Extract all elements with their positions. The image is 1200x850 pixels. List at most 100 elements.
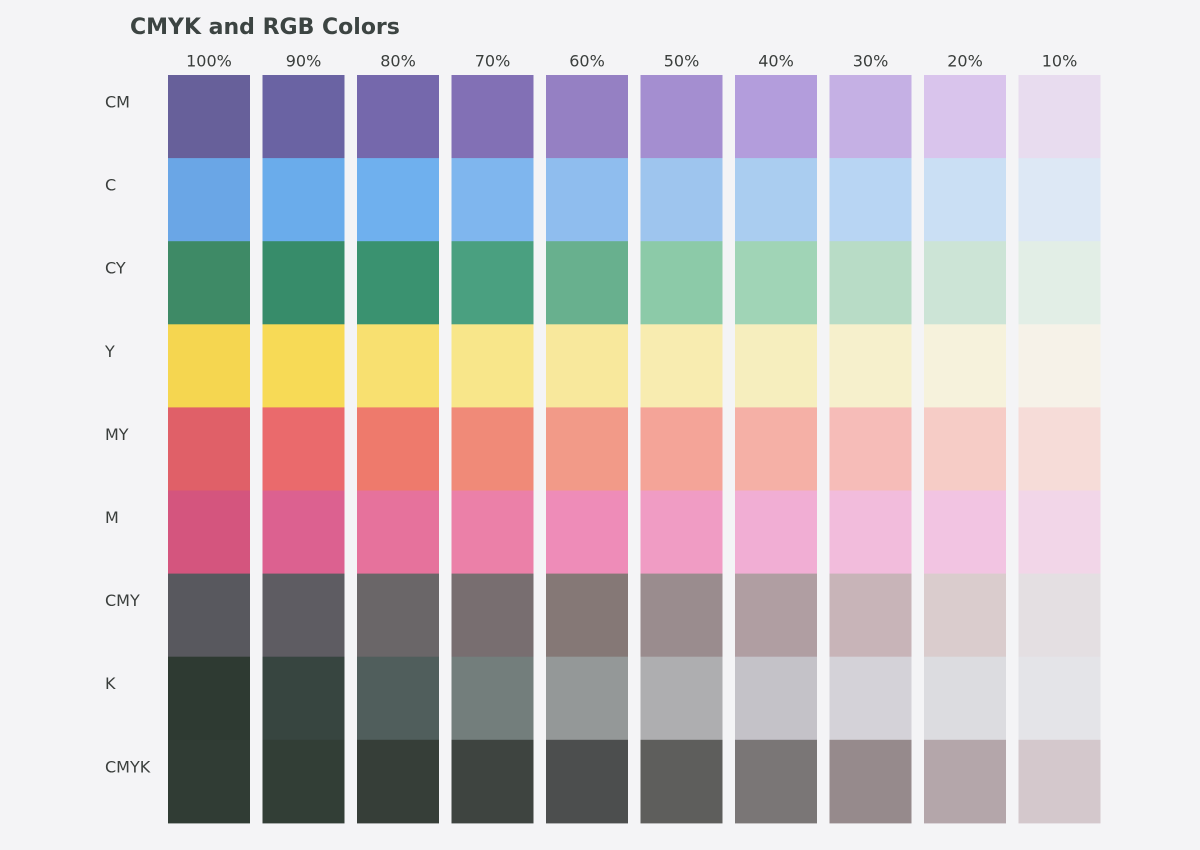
swatch — [735, 324, 817, 408]
swatch — [262, 490, 345, 575]
swatch — [829, 573, 912, 658]
swatch — [924, 158, 1006, 242]
column-header: 50% — [664, 52, 700, 71]
swatch — [829, 324, 912, 408]
swatch — [640, 324, 723, 408]
row-label: CY — [105, 259, 126, 278]
swatch — [640, 241, 723, 325]
swatch — [546, 656, 628, 741]
swatch — [924, 241, 1006, 325]
swatch — [1018, 241, 1101, 325]
row-label: CMY — [105, 591, 140, 610]
swatch — [262, 656, 345, 741]
row-label: K — [105, 674, 116, 693]
swatch — [546, 158, 628, 242]
swatch — [546, 739, 628, 824]
swatch — [451, 158, 534, 242]
swatch — [451, 573, 534, 658]
swatch — [1018, 573, 1101, 658]
row-label: CM — [105, 93, 130, 112]
swatch — [829, 158, 912, 242]
swatch — [735, 573, 817, 658]
swatch — [640, 739, 723, 824]
swatch — [451, 407, 534, 491]
swatch — [168, 158, 250, 242]
swatch — [546, 573, 628, 658]
swatch — [735, 158, 817, 242]
swatch — [451, 324, 534, 408]
row-label: M — [105, 508, 119, 527]
swatch — [262, 241, 345, 325]
swatch — [924, 324, 1006, 408]
swatch — [262, 407, 345, 491]
swatch — [262, 324, 345, 408]
swatch — [924, 75, 1006, 159]
swatch — [829, 407, 912, 491]
row-label: Y — [104, 342, 115, 361]
swatch — [357, 75, 439, 159]
row-label: CMYK — [105, 757, 151, 776]
swatch — [357, 656, 439, 741]
swatch — [451, 75, 534, 159]
swatch — [546, 75, 628, 159]
swatch — [829, 739, 912, 824]
swatch — [451, 739, 534, 824]
swatch — [735, 739, 817, 824]
column-header: 70% — [475, 52, 511, 71]
column-header: 90% — [286, 52, 322, 71]
swatch — [640, 75, 723, 159]
swatch — [451, 656, 534, 741]
swatch — [168, 241, 250, 325]
swatch — [168, 324, 250, 408]
swatch — [1018, 324, 1101, 408]
title: CMYK and RGB Colors — [130, 15, 400, 40]
swatch — [451, 490, 534, 575]
swatch — [357, 573, 439, 658]
swatch — [357, 407, 439, 491]
column-header: 20% — [947, 52, 983, 71]
swatch — [735, 241, 817, 325]
swatch — [640, 656, 723, 741]
swatch — [1018, 656, 1101, 741]
swatch — [357, 324, 439, 408]
swatch — [546, 324, 628, 408]
row-label: C — [105, 176, 116, 195]
column-header: 100% — [186, 52, 232, 71]
swatch — [262, 75, 345, 159]
swatch — [1018, 490, 1101, 575]
swatch — [546, 407, 628, 491]
swatch — [546, 241, 628, 325]
swatch — [924, 739, 1006, 824]
swatch — [168, 75, 250, 159]
column-header: 60% — [569, 52, 605, 71]
swatch — [168, 573, 250, 658]
swatch — [640, 158, 723, 242]
column-header: 40% — [758, 52, 794, 71]
swatch — [451, 241, 534, 325]
column-header: 30% — [853, 52, 889, 71]
swatch — [640, 490, 723, 575]
swatch — [735, 656, 817, 741]
swatch — [168, 739, 250, 824]
swatch — [357, 241, 439, 325]
swatch — [924, 573, 1006, 658]
swatch — [168, 656, 250, 741]
swatch — [1018, 407, 1101, 491]
swatch — [262, 573, 345, 658]
swatch — [546, 490, 628, 575]
swatch — [829, 241, 912, 325]
swatch — [168, 407, 250, 491]
swatch — [168, 490, 250, 575]
swatch — [924, 407, 1006, 491]
swatch — [829, 656, 912, 741]
swatch — [262, 739, 345, 824]
swatch — [829, 490, 912, 575]
swatch — [357, 739, 439, 824]
swatch — [262, 158, 345, 242]
swatch — [735, 407, 817, 491]
column-header: 80% — [380, 52, 416, 71]
swatch — [1018, 158, 1101, 242]
swatch — [924, 656, 1006, 741]
